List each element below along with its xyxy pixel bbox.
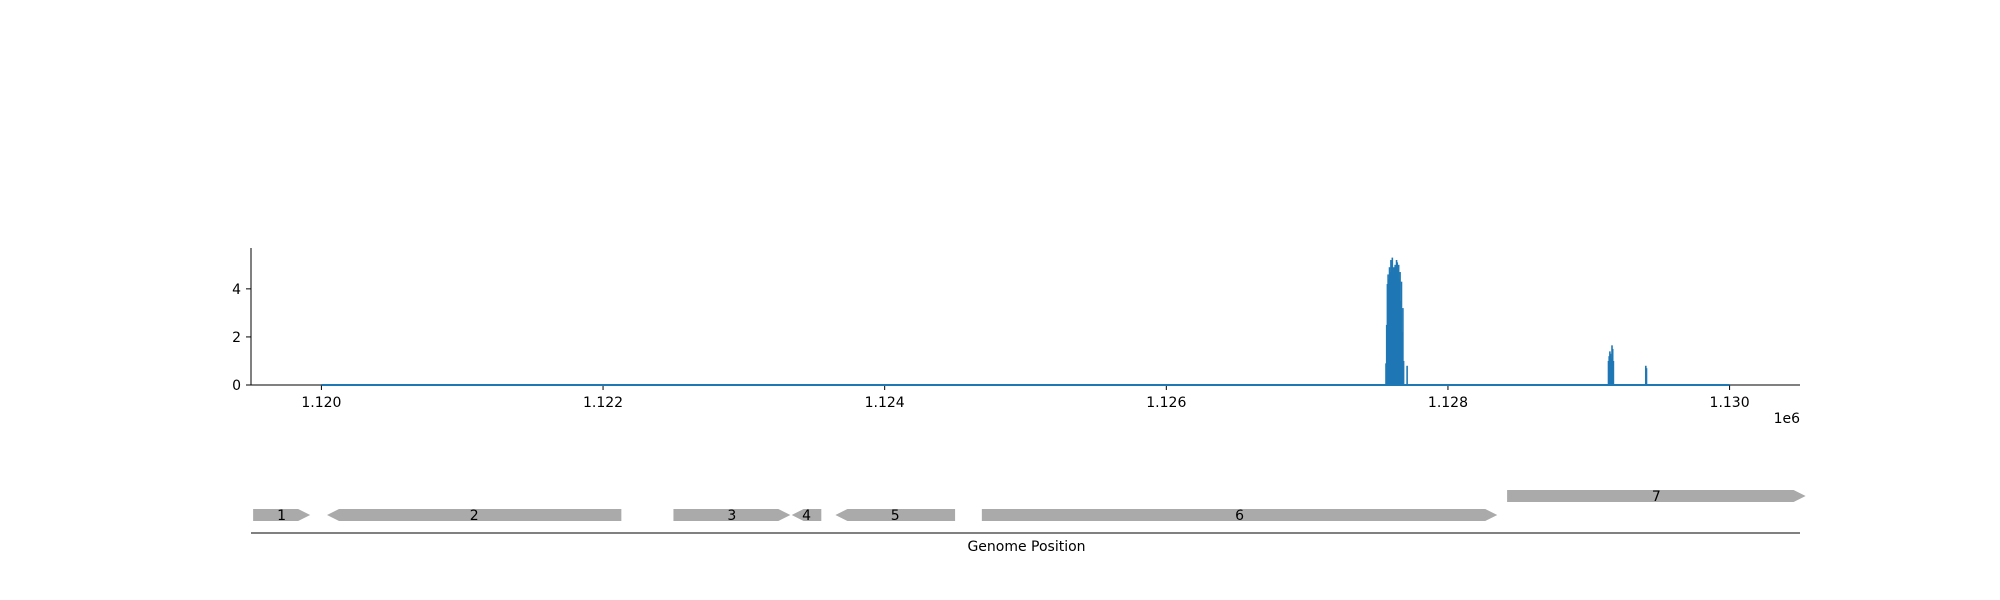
- gene-arrow: [835, 509, 956, 521]
- y-tick-label: 4: [232, 282, 241, 298]
- gene-label: 4: [802, 508, 811, 524]
- gene-arrow: [791, 509, 822, 521]
- gene-label: 7: [1652, 489, 1661, 505]
- x-tick-label: 1.120: [301, 395, 341, 411]
- x-tick-label: 1.130: [1710, 395, 1750, 411]
- gene-label: 1: [277, 508, 286, 524]
- gene-label: 2: [470, 508, 479, 524]
- x-tick-label: 1.122: [583, 395, 623, 411]
- gene-arrow: [673, 509, 791, 521]
- x-tick-label: 1.126: [1146, 395, 1186, 411]
- gene-track-x-axis-label: Genome Position: [967, 539, 1085, 555]
- gene-arrow: [981, 509, 1498, 521]
- gene-arrow: [253, 509, 311, 521]
- x-tick-label: 1.128: [1428, 395, 1468, 411]
- gene-arrow: [1507, 490, 1806, 502]
- gene-track: 1 2 3 4 5 6 7: [251, 489, 1806, 534]
- x-axis-offset-label: 1e6: [1774, 411, 1801, 427]
- gene-label: 5: [891, 508, 900, 524]
- y-tick-label: 0: [232, 378, 241, 394]
- gene-arrow: [327, 509, 622, 521]
- gene-label: 3: [727, 508, 736, 524]
- gene-label: 6: [1235, 508, 1244, 524]
- y-tick-label: 2: [232, 330, 241, 346]
- x-tick-label: 1.124: [865, 395, 905, 411]
- coverage-plot-area: [321, 257, 1730, 386]
- coverage-axes: 0 2 4 1.120 1.122 1.124 1.126 1.128 1.130: [232, 248, 1800, 411]
